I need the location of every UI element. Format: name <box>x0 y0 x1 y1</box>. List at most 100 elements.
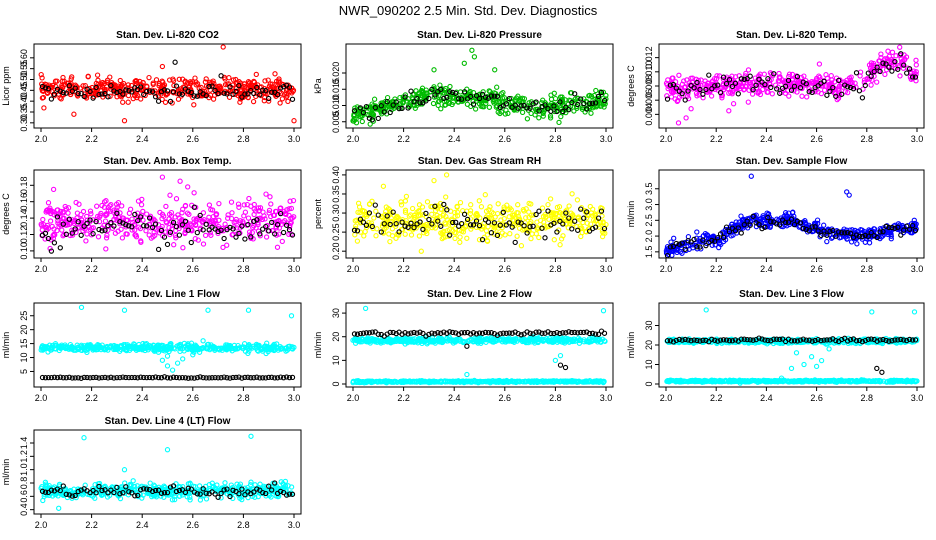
reference-point <box>179 91 186 97</box>
data-point <box>593 87 599 94</box>
data-point <box>392 96 398 102</box>
data-point <box>409 205 416 212</box>
y-axis-label: percent <box>313 198 323 229</box>
x-tick-label: 3.0 <box>288 264 301 274</box>
data-point <box>103 246 109 252</box>
data-points <box>663 44 919 126</box>
data-point <box>127 206 134 212</box>
y-tick-label: 0.35 <box>331 185 341 203</box>
data-point <box>897 73 903 79</box>
data-point <box>57 95 63 101</box>
data-point <box>202 232 209 239</box>
x-tick-label: 2.8 <box>237 134 250 144</box>
data-point <box>277 100 283 106</box>
data-point <box>200 241 207 247</box>
y-tick-label: 2.5 <box>644 214 654 227</box>
data-point <box>551 237 557 243</box>
reference-point <box>286 84 293 90</box>
panel-title: Stan. Dev. Li-820 Temp. <box>736 30 847 41</box>
reference-point <box>60 89 66 96</box>
data-point <box>769 91 775 97</box>
panel-title: Stan. Dev. Li-820 Pressure <box>417 30 542 41</box>
x-tick-label: 2.4 <box>448 134 461 144</box>
data-point <box>107 74 113 80</box>
reference-point <box>194 93 200 99</box>
data-point <box>457 234 463 240</box>
reference-point <box>114 89 120 96</box>
data-point <box>283 94 289 100</box>
reference-point <box>269 89 275 95</box>
reference-point <box>188 89 194 96</box>
reference-point <box>126 88 132 94</box>
reference-point <box>735 91 741 97</box>
reference-point <box>164 88 171 94</box>
data-point <box>539 205 546 211</box>
data-point <box>163 203 169 210</box>
data-point <box>132 78 138 85</box>
reference-point <box>898 232 904 238</box>
reference-point <box>859 95 866 101</box>
data-point <box>226 94 233 100</box>
reference-point <box>96 91 102 98</box>
reference-point <box>706 72 712 78</box>
reference-point <box>87 88 93 95</box>
data-point <box>47 218 54 224</box>
data-point <box>828 73 834 79</box>
y-tick-label: 3.5 <box>644 183 654 196</box>
y-tick-label: 0.18 <box>19 177 29 195</box>
data-point <box>77 85 83 91</box>
reference-point <box>236 82 242 89</box>
data-point <box>352 232 358 238</box>
outlier-point <box>552 357 559 364</box>
data-point <box>387 238 393 245</box>
data-point <box>156 81 163 87</box>
outlier-point <box>418 248 424 254</box>
data-point <box>216 200 222 207</box>
outlier-point <box>121 307 128 313</box>
data-point <box>430 100 437 107</box>
data-point <box>229 88 236 94</box>
data-point <box>799 93 805 99</box>
panel-rh: Stan. Dev. Gas Stream RH percent 2.0 2.2 2.4… <box>313 156 614 274</box>
data-point <box>182 79 188 85</box>
reference-point <box>152 94 159 100</box>
data-point <box>601 104 607 110</box>
data-point <box>824 238 830 245</box>
x-tick-label: 2.8 <box>549 393 562 403</box>
data-point <box>476 198 482 204</box>
data-point <box>882 71 888 78</box>
data-point <box>482 192 488 198</box>
data-point <box>730 101 737 107</box>
data-point <box>386 231 392 237</box>
data-point <box>494 84 500 90</box>
data-point <box>866 240 873 246</box>
data-point <box>528 235 534 242</box>
panel-title: Stan. Dev. Gas Stream RH <box>418 156 541 167</box>
data-point <box>273 81 279 88</box>
reference-point <box>453 219 459 225</box>
x-axis: 2.0 2.2 2.4 2.6 2.8 3.0 <box>347 258 612 274</box>
data-point <box>708 93 715 99</box>
data-point <box>279 238 285 245</box>
data-point <box>571 108 577 114</box>
panel-temp: Stan. Dev. Li-820 Temp.degrees C2.0 2.2 2.… <box>626 30 925 144</box>
data-point <box>150 81 156 88</box>
y-tick-label: 0.50 <box>19 71 29 89</box>
reference-point <box>230 91 236 97</box>
data-point <box>153 77 160 83</box>
data-point <box>176 76 182 82</box>
reference-point <box>155 98 162 104</box>
reference-point <box>72 85 78 91</box>
reference-point <box>194 229 200 236</box>
data-point <box>438 106 444 112</box>
data-point <box>889 49 896 55</box>
data-point <box>568 90 575 96</box>
y-tick-label: 2.0 <box>644 230 654 243</box>
outlier-point <box>431 67 437 73</box>
reference-point <box>856 88 863 94</box>
data-point <box>464 235 470 241</box>
data-point <box>280 81 286 88</box>
data-point <box>408 232 415 238</box>
